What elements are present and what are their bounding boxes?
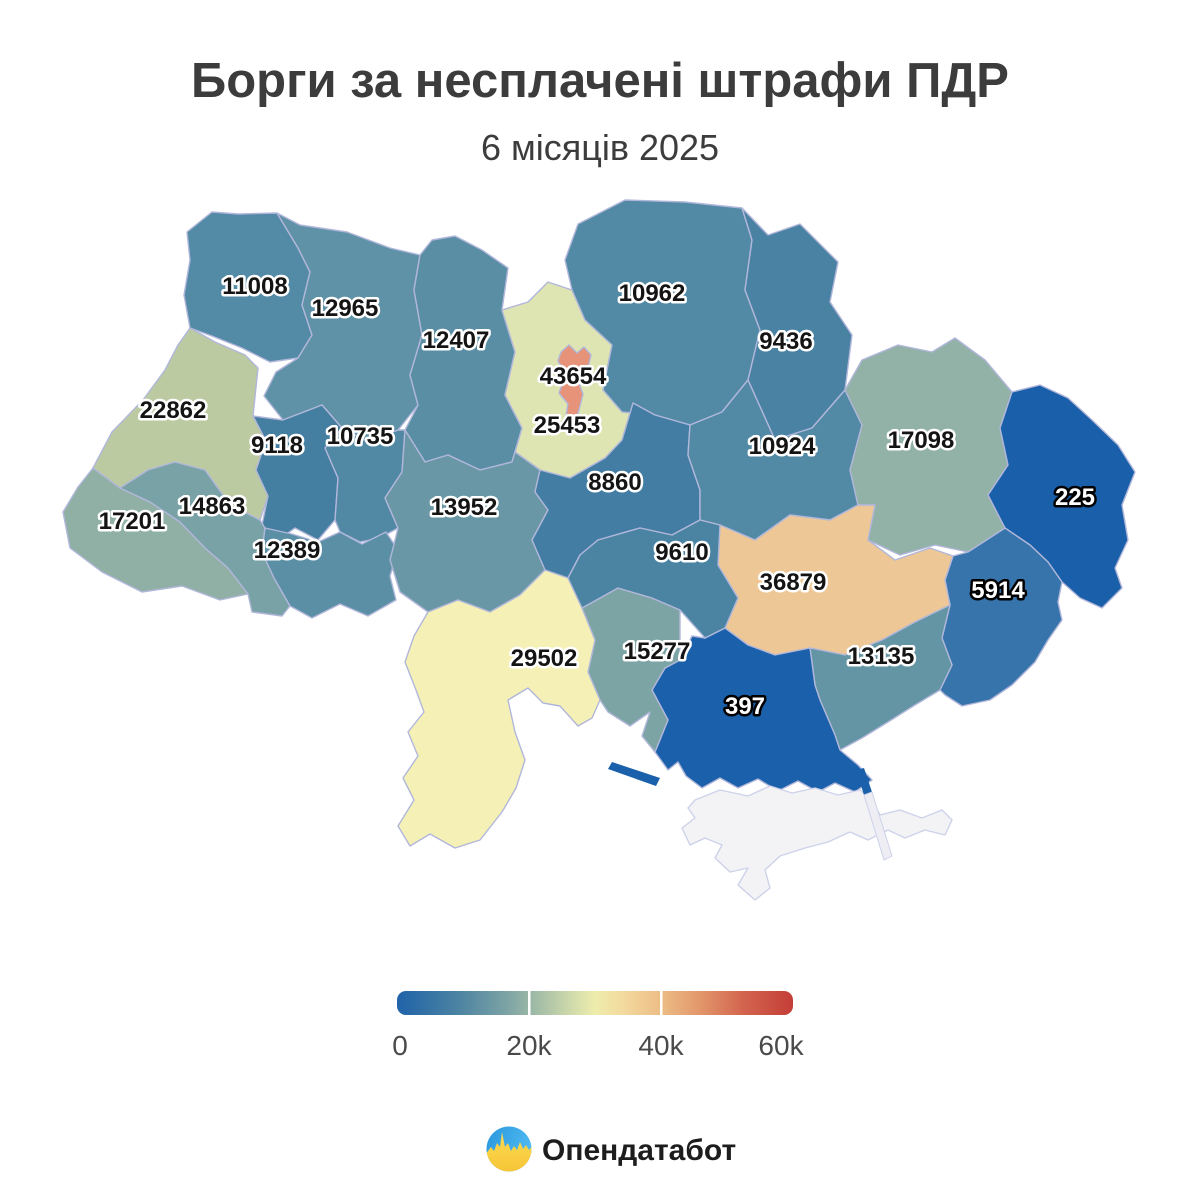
region-ternopil	[252, 404, 343, 541]
region-value-label-lviv: 22862	[140, 397, 207, 424]
legend-separator-20k	[528, 991, 531, 1015]
region-value-labels-layer: 11008 12965 12407 25453 43654 10962 9436 22862 9…	[96, 271, 1097, 723]
region-value-label-dnipropetrovsk: 36879	[760, 569, 827, 596]
opendatabot-logo-icon	[486, 1126, 532, 1172]
region-value-label-kyiv-city: 43654	[540, 363, 607, 390]
region-value-label-luhansk: 225	[1055, 484, 1095, 511]
regions-layer	[62, 199, 1136, 901]
region-value-label-kharkiv: 17098	[888, 427, 955, 454]
color-legend: 0 20k 40k 60k	[392, 991, 805, 1061]
region-kherson	[651, 627, 873, 793]
opendatabot-logo: Опендатабот	[486, 1126, 736, 1172]
region-khmelnytskyi	[324, 427, 406, 543]
legend-gradient-bar	[397, 991, 793, 1015]
region-value-label-kyiv-oblast: 25453	[534, 412, 601, 439]
region-value-label-vinnytsia: 13952	[431, 494, 498, 521]
opendatabot-logo-text: Опендатабот	[542, 1134, 736, 1167]
arabat-spit	[863, 791, 893, 861]
region-value-label-cherkasy: 8860	[588, 469, 641, 496]
legend-separator-40k	[660, 991, 663, 1015]
region-kyiv-city	[557, 344, 592, 432]
page-subtitle: 6 місяців 2025	[481, 127, 719, 168]
region-value-label-mykolaiv: 15277	[624, 638, 691, 665]
region-value-label-kirovohrad: 9610	[655, 539, 708, 566]
page-title: Борги за несплачені штрафи ПДР	[191, 54, 1009, 108]
region-value-label-odesa: 29502	[511, 645, 578, 672]
coastal-spits-layer	[608, 762, 893, 861]
region-crimea	[681, 785, 953, 901]
legend-tick-60k: 60k	[758, 1030, 804, 1061]
region-value-label-khmelnytskyi: 10735	[327, 423, 394, 450]
legend-tick-40k: 40k	[638, 1030, 684, 1061]
region-value-label-poltava: 10924	[749, 433, 816, 460]
region-value-label-zhytomyr: 12407	[423, 327, 490, 354]
region-value-label-ternopil: 9118	[251, 432, 303, 459]
region-ivano-frankivsk	[119, 461, 291, 617]
region-value-label-chernivtsi: 12389	[254, 537, 321, 564]
region-value-label-chernihiv: 10962	[619, 280, 686, 307]
region-value-label-kherson: 397	[725, 693, 765, 720]
region-chernivtsi	[261, 527, 399, 619]
region-value-label-volyn: 11008	[222, 273, 287, 300]
arabat-spit-top	[856, 768, 872, 795]
region-kirovohrad	[567, 519, 739, 639]
region-value-label-rivne: 12965	[312, 295, 379, 322]
region-value-label-sumy: 9436	[759, 328, 812, 355]
region-luhansk	[987, 384, 1136, 609]
region-value-label-donetsk: 5914	[971, 577, 1025, 604]
region-value-label-zakarpattia: 17201	[99, 508, 166, 535]
tendra-spit	[608, 762, 660, 786]
legend-tick-20k: 20k	[506, 1030, 552, 1061]
region-odesa	[397, 569, 601, 849]
region-value-label-ivano-frankivsk: 14863	[179, 493, 246, 520]
region-value-label-zaporizhzhia: 13135	[848, 643, 915, 670]
legend-tick-0: 0	[392, 1030, 408, 1061]
